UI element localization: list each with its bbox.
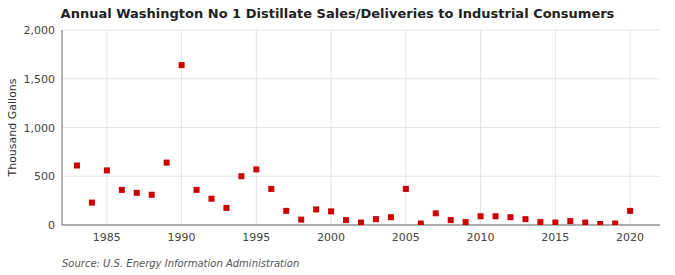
point xyxy=(253,166,259,172)
x-grid-line xyxy=(630,30,631,225)
point xyxy=(149,192,155,198)
grid xyxy=(62,30,660,225)
point xyxy=(582,220,588,225)
point xyxy=(403,186,409,192)
point xyxy=(194,187,200,193)
point xyxy=(119,187,125,193)
title: Annual Washington No 1 Distillate Sales/… xyxy=(61,6,615,21)
x-tick-label: 1985 xyxy=(93,231,121,244)
point xyxy=(283,208,289,214)
x-grid-line xyxy=(480,30,481,225)
x-tick-label: 2015 xyxy=(541,231,569,244)
y-axis-label: Thousand Gallons xyxy=(6,78,19,177)
point xyxy=(373,216,379,222)
x-grid-line xyxy=(256,30,257,225)
point xyxy=(567,218,573,224)
y-tick-label: 1,500 xyxy=(24,73,56,86)
x-grid-line xyxy=(181,30,182,225)
point xyxy=(508,214,514,220)
y-grid-line xyxy=(62,78,660,79)
x-grid-line xyxy=(405,30,406,225)
y-tick-label: 1,000 xyxy=(24,122,56,135)
point xyxy=(463,219,469,225)
x-tick-label: 1990 xyxy=(168,231,196,244)
chart: 0 500 1,000 1,500 2,000 1985 1990 1995 2000 2005 2… xyxy=(0,0,675,275)
source-note: Source: U.S. Energy Information Administ… xyxy=(62,258,299,269)
point xyxy=(104,167,110,173)
point xyxy=(238,173,244,179)
points xyxy=(74,62,633,225)
x-grid-line xyxy=(106,30,107,225)
point xyxy=(448,217,454,223)
point xyxy=(552,220,558,225)
x-grid-line xyxy=(555,30,556,225)
point xyxy=(478,213,484,219)
y-grid-line xyxy=(62,30,660,31)
y-tick-label: 0 xyxy=(48,219,55,232)
point xyxy=(493,213,499,219)
point xyxy=(268,186,274,192)
point xyxy=(179,62,185,68)
point xyxy=(209,196,215,202)
x-tick-label: 2005 xyxy=(392,231,420,244)
point xyxy=(223,205,229,211)
point xyxy=(164,160,170,166)
point xyxy=(597,221,603,225)
y-grid-line xyxy=(62,176,660,177)
y-tick-label: 2,000 xyxy=(24,24,56,37)
y-grid-line xyxy=(62,127,660,128)
point xyxy=(343,217,349,223)
point xyxy=(627,208,633,214)
point xyxy=(612,221,618,225)
y-tick-label: 500 xyxy=(34,170,55,183)
plot-area xyxy=(62,30,660,225)
y-axis-line xyxy=(62,30,63,225)
point xyxy=(418,221,424,225)
point xyxy=(134,190,140,196)
point xyxy=(74,163,80,169)
point xyxy=(433,210,439,216)
point xyxy=(313,206,319,212)
point xyxy=(298,217,304,223)
x-tick-label: 1995 xyxy=(242,231,270,244)
point xyxy=(358,220,364,225)
point xyxy=(328,208,334,214)
x-grid-line xyxy=(331,30,332,225)
x-tick-label: 2020 xyxy=(616,231,644,244)
point xyxy=(89,200,95,206)
point xyxy=(388,214,394,220)
x-tick-label: 2000 xyxy=(317,231,345,244)
point xyxy=(537,219,543,225)
x-tick-label: 2010 xyxy=(467,231,495,244)
point xyxy=(522,216,528,222)
